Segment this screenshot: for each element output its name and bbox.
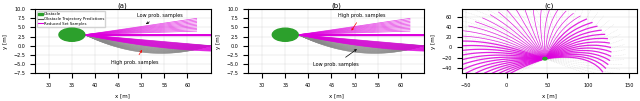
Legend: Obstacle, Obstacle Trajectory Predictions, Reduced Set Samples: Obstacle, Obstacle Trajectory Prediction…: [37, 11, 106, 27]
Y-axis label: y [m]: y [m]: [3, 34, 8, 49]
Y-axis label: y [m]: y [m]: [216, 34, 221, 49]
Text: High prob. samples: High prob. samples: [338, 13, 385, 30]
Y-axis label: y [m]: y [m]: [431, 34, 436, 49]
Ellipse shape: [543, 57, 547, 60]
Text: Low prob. samples: Low prob. samples: [137, 13, 182, 24]
Title: (c): (c): [545, 3, 554, 9]
Title: (b): (b): [331, 3, 341, 9]
X-axis label: x [m]: x [m]: [328, 93, 344, 98]
X-axis label: x [m]: x [m]: [542, 93, 557, 98]
Ellipse shape: [272, 28, 298, 41]
Ellipse shape: [59, 28, 85, 41]
Text: High prob. samples: High prob. samples: [111, 50, 158, 65]
Text: Low prob. samples: Low prob. samples: [313, 50, 359, 67]
X-axis label: x [m]: x [m]: [115, 93, 130, 98]
Title: (a): (a): [118, 3, 127, 9]
